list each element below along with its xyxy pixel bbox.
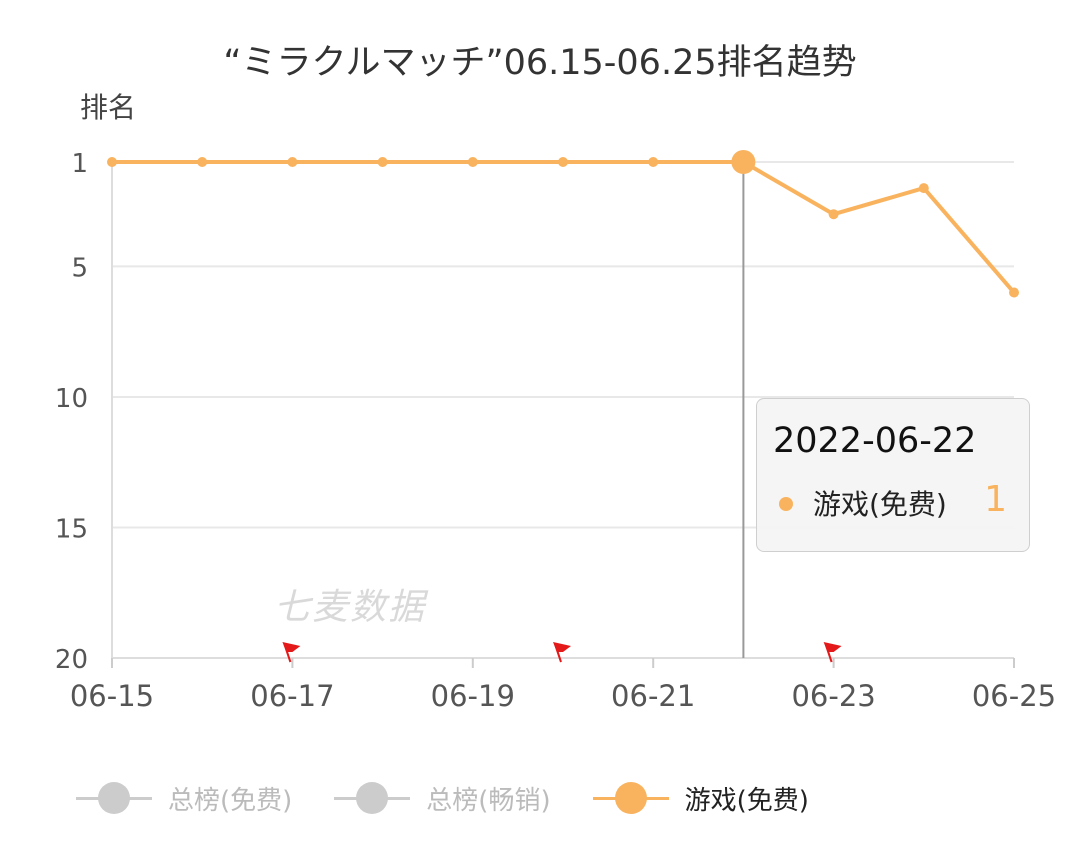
data-point[interactable]: [197, 157, 208, 167]
tooltip-series-dot: [779, 497, 793, 511]
legend-label: 总榜(免费): [168, 785, 293, 816]
tooltip-value: 1: [984, 479, 1007, 520]
data-point[interactable]: [107, 157, 117, 167]
x-tick-label: 06-19: [431, 679, 515, 713]
legend-item-total-free[interactable]: 总榜(免费): [76, 776, 292, 820]
tooltip-date: 2022-06-22: [773, 421, 977, 461]
data-point[interactable]: [287, 157, 298, 167]
data-point[interactable]: [648, 157, 659, 167]
data-tooltip: 2022-06-22 游戏(免费) 1: [756, 398, 1030, 552]
x-tick-label: 06-15: [70, 679, 154, 713]
legend-item-total-grossing[interactable]: 总榜(畅销): [334, 776, 551, 820]
legend-label: 游戏(免费): [684, 785, 809, 816]
x-tick-label: 06-17: [250, 679, 334, 713]
series-line[interactable]: [112, 160, 1016, 294]
x-tick-label: 06-23: [791, 679, 875, 713]
watermark: 七麦数据: [274, 587, 427, 628]
chart-title: “ミラクルマッチ”06.15-06.25排名趋势: [223, 43, 857, 83]
data-point[interactable]: [828, 209, 839, 220]
data-point[interactable]: [918, 183, 929, 194]
data-point[interactable]: [377, 157, 388, 167]
data-point[interactable]: [731, 150, 756, 174]
y-tick-label: 15: [55, 514, 88, 544]
legend-item-games-free[interactable]: 游戏(免费): [592, 776, 809, 820]
x-tick-label: 06-21: [611, 679, 695, 713]
series-line-layer[interactable]: [107, 150, 1019, 298]
tooltip-series-name: 游戏(免费): [813, 488, 947, 521]
y-tick-label: 10: [55, 384, 88, 414]
y-axis-label: 排名: [80, 91, 137, 124]
legend-label: 总榜(畅销): [426, 785, 551, 816]
data-point[interactable]: [1009, 287, 1019, 298]
flag-icon[interactable]: [553, 642, 571, 663]
event-flags[interactable]: [282, 642, 842, 663]
legend-marker-icon: [334, 776, 411, 820]
y-tick-label: 20: [55, 645, 88, 675]
chart-legend: 总榜(免费) 总榜(畅销) 游戏(免费): [76, 776, 851, 820]
flag-cloth: [282, 642, 301, 652]
flag-cloth: [823, 642, 842, 652]
flag-icon[interactable]: [282, 642, 301, 663]
legend-marker-icon: [76, 776, 152, 820]
flag-cloth: [553, 642, 571, 652]
y-tick-label: 5: [71, 253, 88, 283]
flag-icon[interactable]: [823, 642, 842, 663]
legend-marker-icon: [592, 776, 669, 820]
data-point[interactable]: [467, 157, 478, 167]
data-point[interactable]: [558, 157, 568, 167]
y-tick-label: 1: [71, 149, 88, 179]
x-tick-label: 06-25: [972, 679, 1056, 713]
